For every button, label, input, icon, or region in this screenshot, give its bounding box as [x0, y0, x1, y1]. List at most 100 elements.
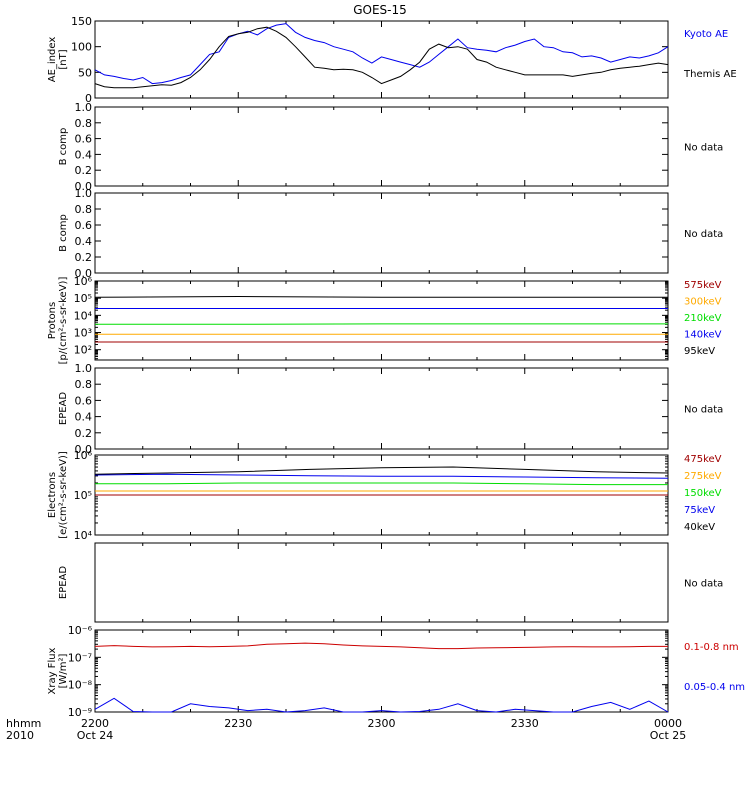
y-tick-label: 0.6 [75, 219, 93, 232]
x-tick-label: 2330 [511, 717, 539, 730]
panel-frame [94, 542, 669, 623]
y-tick-label: 0.2 [75, 427, 93, 440]
y-tick-label: 0.8 [75, 378, 93, 391]
legend-entry: 275keV [684, 471, 722, 482]
series-line-0-1-0-8-nm [94, 642, 668, 650]
panel-frame [94, 192, 669, 274]
y-tick-label: 0.6 [75, 133, 93, 146]
y-tick-label: 10⁴ [74, 529, 93, 542]
no-data-note: No data [684, 579, 723, 590]
y-tick-label: 10⁶ [74, 449, 93, 462]
series-line-0-05-0-4-nm [94, 697, 669, 713]
y-tick-label: 10⁵ [74, 489, 92, 502]
y-axis-label: Xray Flux [47, 647, 58, 694]
y-tick-label: 10² [74, 344, 92, 357]
y-tick-label: 1.0 [75, 362, 93, 375]
y-tick-label: 50 [78, 66, 92, 79]
y-tick-label: 10⁻⁹ [68, 706, 92, 719]
y-tick-label: 0.2 [75, 164, 93, 177]
x-tick-label: 2230 [224, 717, 252, 730]
plot-title: GOES-15 [353, 3, 407, 17]
legend-entry: 95keV [684, 346, 715, 357]
y-tick-label: 1.0 [75, 101, 93, 114]
y-tick-label: 0.4 [75, 148, 93, 161]
series-line-kyoto-ae [94, 23, 669, 85]
panels: 0 50 100 150 AE_index [nT] Kyoto AE Themis AE 0.… [47, 15, 745, 719]
y-axis-label: [p/(cm²-s-sr-keV)] [58, 277, 69, 365]
y-axis-label: EPEAD [58, 566, 69, 600]
y-axis-label: Protons [47, 302, 58, 339]
no-data-note: No data [684, 405, 723, 416]
series-line-95kev [94, 295, 668, 298]
y-tick-label: 10⁵ [74, 292, 92, 305]
series-line-themis-ae [94, 26, 669, 89]
panel-frame [94, 20, 669, 99]
legend-entry: 300keV [684, 297, 722, 308]
y-tick-label: 150 [71, 15, 92, 28]
series-line-75kev [94, 473, 669, 479]
y-axis-label: EPEAD [58, 392, 69, 426]
y-tick-label: 10⁶ [74, 275, 93, 288]
y-tick-label: 10⁻⁷ [68, 651, 92, 664]
y-tick-label: 10³ [74, 327, 92, 340]
panel-3-empty: 0.0 0.2 0.4 0.6 0.8 1.0 B comp No data [58, 187, 723, 280]
legend-entry: Kyoto AE [684, 29, 728, 40]
legend-entry: 210keV [684, 313, 722, 324]
no-data-note: No data [684, 229, 723, 240]
y-axis-label: AE_index [47, 37, 58, 83]
panel-5-empty: 0.0 0.2 0.4 0.6 0.8 1.0 EPEAD No data [58, 362, 723, 456]
x-tick-label: 2300 [368, 717, 396, 730]
panel-8-xray: 10⁻⁹ 10⁻⁸ 10⁻⁷ 10⁻⁶ Xray Flux [W/m²] 0.1-0.8 n… [47, 624, 745, 719]
y-axis-label: Electrons [47, 472, 58, 518]
legend-entry: 0.05-0.4 nm [684, 682, 745, 693]
y-tick-label: 0.0 [75, 180, 93, 193]
y-tick-label: 10⁻⁸ [68, 679, 93, 692]
x-tick-label: 0000 [654, 717, 682, 730]
y-tick-label: 1.0 [75, 187, 93, 200]
y-tick-label: 0.4 [75, 411, 93, 424]
y-tick-label: 10⁻⁶ [68, 624, 93, 637]
legend-entry: 0.1-0.8 nm [684, 642, 739, 653]
time-year-label: 2010 [6, 729, 34, 742]
y-tick-label: 0.8 [75, 203, 93, 216]
series-line-40kev [94, 466, 669, 475]
legend-entry: Themis AE [683, 69, 737, 80]
x-tick-date-label: Oct 24 [77, 729, 114, 742]
legend-entry: 140keV [684, 330, 722, 341]
y-tick-label: 100 [71, 41, 92, 54]
legend-entry: 75keV [684, 505, 715, 516]
y-tick-label: 0.8 [75, 117, 93, 130]
y-axis-label: [W/m²] [58, 653, 69, 688]
panel-6-electrons: 10⁴ 10⁵ 10⁶ Electrons [e/(cm²-s-sr-keV)] 475k… [47, 449, 722, 542]
y-tick-label: 10⁴ [74, 309, 93, 322]
legend-entry: 475keV [684, 454, 722, 465]
panel-frame [94, 106, 669, 187]
y-tick-label: 0.0 [75, 267, 93, 280]
y-axis-label: [e/(cm²-s-sr-keV)] [58, 451, 69, 539]
y-axis-label: B comp [58, 214, 69, 252]
y-tick-label: 0.4 [75, 235, 93, 248]
x-tick-date-label: Oct 25 [650, 729, 687, 742]
y-tick-label: 0 [85, 92, 92, 105]
panel-frame [94, 629, 669, 713]
y-tick-label: 0.6 [75, 394, 93, 407]
y-tick-label: 0.0 [75, 443, 93, 456]
no-data-note: No data [684, 143, 723, 154]
legend-entry: 575keV [684, 280, 722, 291]
panel-7-empty: EPEAD No data [58, 542, 723, 623]
legend-entry: 40keV [684, 522, 715, 533]
panel-1-ae: 0 50 100 150 AE_index [nT] Kyoto AE Themis AE [47, 15, 737, 105]
series-line-150kev [95, 482, 668, 486]
panel-frame [94, 280, 669, 361]
legend-entry: 150keV [684, 488, 722, 499]
panel-2-empty: 0.0 0.2 0.4 0.6 0.8 1.0 B comp No data [58, 101, 723, 193]
y-axis-label: [nT] [58, 49, 69, 69]
y-axis-label: B comp [58, 128, 69, 166]
y-tick-label: 0.2 [75, 251, 93, 264]
x-tick-label: 2200 [81, 717, 109, 730]
panel-4-protons: 10² 10³ 10⁴ 10⁵ 10⁶ Protons [p/(cm²-s-sr-keV)]… [47, 275, 722, 364]
panel-frame [94, 367, 669, 450]
time-row-label: hhmm [6, 717, 41, 730]
